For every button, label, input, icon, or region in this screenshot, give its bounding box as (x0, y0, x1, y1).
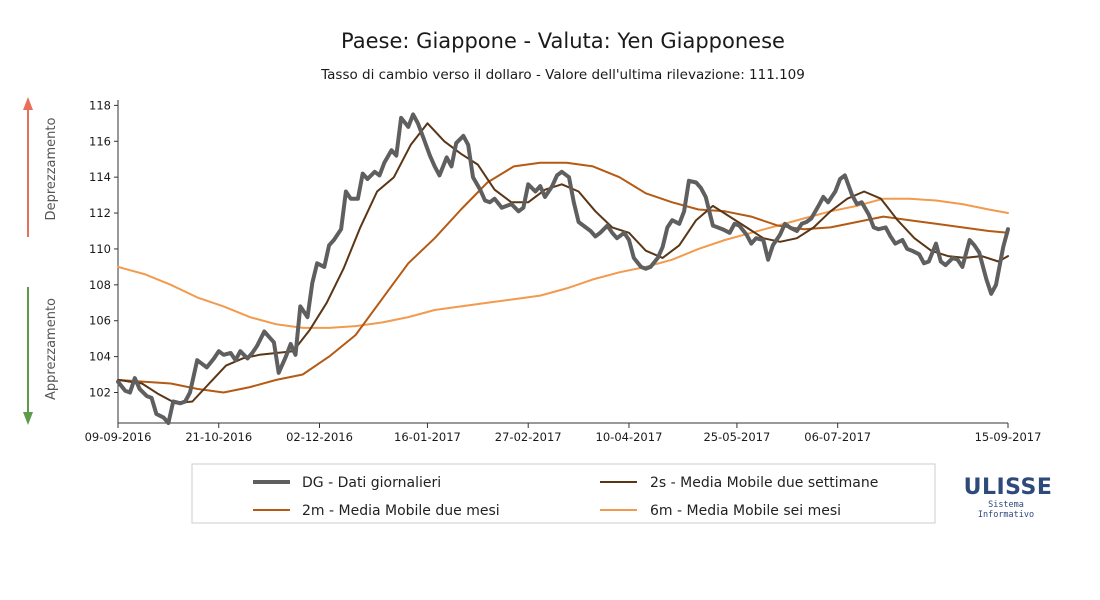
x-tick-label: 02-12-2016 (286, 430, 353, 444)
appreciation-indicator: Apprezzamento (23, 287, 59, 425)
x-tick-label: 09-09-2016 (85, 430, 152, 444)
appreciation-label: Apprezzamento (44, 298, 59, 400)
legend-label-6m: 6m - Media Mobile sei mesi (650, 503, 841, 519)
y-tick-label: 108 (89, 278, 111, 292)
logo-title: ULISSE (964, 475, 1053, 500)
depreciation-label: Deprezzamento (44, 118, 59, 221)
series-line-6m (117, 197, 1009, 329)
up-arrow-head-icon (23, 97, 33, 110)
y-tick-label: 106 (89, 314, 111, 328)
y-tick-label: 102 (89, 385, 111, 399)
x-tick-label: 25-05-2017 (703, 430, 770, 444)
y-tick-label: 114 (89, 170, 111, 184)
legend-item-2m: 2m - Media Mobile due mesi (253, 503, 500, 519)
y-tick-label: 112 (89, 206, 111, 220)
logo-line2: Informativo (978, 510, 1034, 520)
x-tick-label: 16-01-2017 (394, 430, 461, 444)
legend-item-6m: 6m - Media Mobile sei mesi (600, 503, 841, 519)
x-tick-label: 21-10-2016 (185, 430, 252, 444)
series-line-2s (117, 122, 1009, 405)
y-tick-label: 116 (89, 134, 111, 148)
x-axis: 09-09-2016 21-10-2016 02-12-2016 16-01-2017… (85, 422, 1042, 444)
x-tick-label: 27-02-2017 (495, 430, 562, 444)
logo-line1: Sistema (988, 500, 1024, 510)
legend-label-dg: DG - Dati giornalieri (302, 475, 441, 491)
x-tick-label: 10-04-2017 (596, 430, 663, 444)
depreciation-indicator: Deprezzamento (23, 97, 59, 237)
legend-label-2m: 2m - Media Mobile due mesi (302, 503, 500, 519)
legend-item-dg: DG - Dati giornalieri (253, 475, 441, 491)
down-arrow-head-icon (23, 412, 33, 425)
y-tick-label: 104 (89, 350, 111, 364)
legend-item-2s: 2s - Media Mobile due settimane (600, 475, 878, 491)
y-tick-label: 118 (89, 98, 111, 112)
ulisse-logo: ULISSE Sistema Informativo (964, 475, 1053, 520)
x-tick-label: 15-09-2017 (975, 430, 1042, 444)
series-line-dg (116, 112, 1010, 425)
series-line-2m (117, 161, 1009, 394)
x-tick-label: 06-07-2017 (804, 430, 871, 444)
legend-label-2s: 2s - Media Mobile due settimane (650, 475, 878, 491)
y-tick-label: 110 (89, 242, 111, 256)
y-axis: 102 104 106 108 110 112 114 116 118 (89, 98, 119, 423)
chart-subtitle: Tasso di cambio verso il dollaro - Valor… (320, 67, 805, 83)
series-layer (116, 112, 1010, 425)
chart-title: Paese: Giappone - Valuta: Yen Giapponese (341, 29, 785, 53)
legend-box (191, 463, 936, 524)
legend: DG - Dati giornalieri 2s - Media Mobile … (191, 463, 936, 524)
